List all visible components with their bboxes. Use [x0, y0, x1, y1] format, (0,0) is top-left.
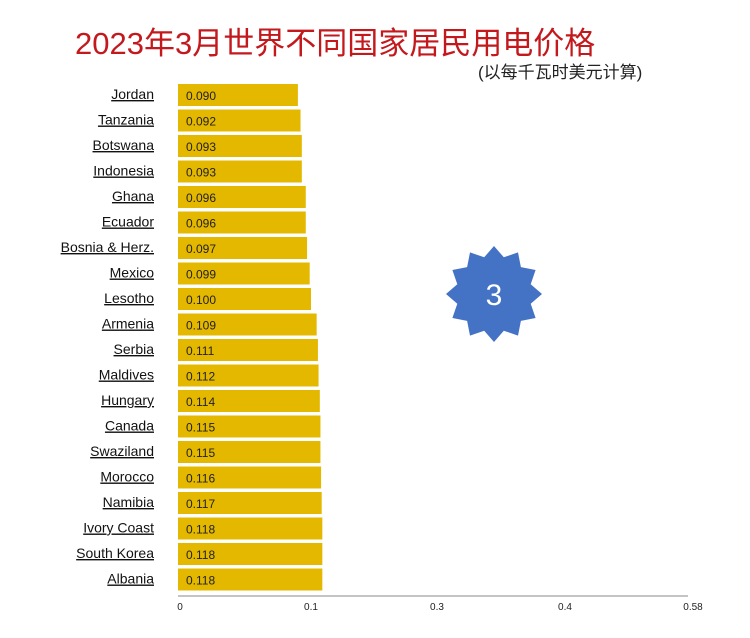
category-label: Ghana: [112, 188, 154, 204]
bar: [178, 211, 306, 234]
value-label: 0.096: [186, 191, 216, 205]
badge-number: 3: [486, 279, 503, 312]
bar: [178, 390, 320, 412]
value-label: 0.109: [186, 319, 216, 333]
category-label: Tanzania: [98, 112, 154, 128]
category-label: Morocco: [100, 469, 154, 485]
badge-star-shape: [446, 246, 542, 342]
category-label: Ecuador: [102, 214, 154, 230]
category-label: Maldives: [99, 367, 154, 383]
value-label: 0.097: [186, 242, 216, 256]
x-axis-ticks: 0 0.1 0.3 0.4 0.58: [177, 602, 703, 613]
value-label: 0.114: [186, 395, 215, 409]
value-label: 0.118: [186, 523, 215, 537]
bar: [178, 262, 310, 285]
value-label: 0.117: [186, 497, 215, 511]
value-label: 0.093: [186, 140, 216, 154]
value-label: 0.099: [186, 268, 216, 282]
bar: [178, 109, 301, 132]
bar: [178, 517, 323, 540]
bar: [178, 237, 308, 259]
bar: [178, 466, 322, 489]
bar: [178, 568, 323, 591]
bars-group: Jordan 0.090 Tanzania 0.092 Botswana 0.093 Ind…: [61, 84, 323, 591]
category-label: Bosnia & Herz.: [61, 239, 154, 255]
bar: [178, 543, 323, 565]
bar: [178, 441, 321, 463]
value-label: 0.112: [186, 370, 215, 384]
category-label: Albania: [107, 571, 154, 587]
value-label: 0.096: [186, 217, 216, 231]
value-label: 0.092: [186, 115, 216, 129]
category-label: Armenia: [102, 316, 154, 332]
category-label: Namibia: [103, 494, 155, 510]
category-label: Lesotho: [104, 290, 154, 306]
chart-title: 2023年3月世界不同国家居民用电价格: [75, 26, 596, 61]
value-label: 0.090: [186, 89, 216, 103]
category-label: Serbia: [114, 341, 155, 357]
bar: [178, 288, 311, 310]
category-label: Botswana: [93, 137, 155, 153]
bar: [178, 160, 302, 183]
value-label: 0.118: [186, 548, 215, 562]
value-label: 0.111: [186, 344, 215, 358]
category-label: Mexico: [110, 265, 155, 281]
value-label: 0.118: [186, 574, 215, 588]
x-tick-label: 0.4: [558, 602, 572, 613]
category-label: Jordan: [111, 86, 154, 102]
category-label: Ivory Coast: [83, 520, 154, 536]
chart-subtitle: (以每千瓦时美元计算): [478, 63, 643, 82]
x-tick-label: 0.1: [304, 602, 318, 613]
x-tick-label: 0.3: [430, 602, 444, 613]
bar: [178, 364, 319, 387]
value-label: 0.116: [186, 472, 215, 486]
category-label: South Korea: [76, 545, 154, 561]
category-label: Hungary: [101, 392, 154, 408]
x-tick-label: 0.58: [683, 602, 703, 613]
bar: [178, 313, 317, 336]
category-label: Indonesia: [93, 163, 154, 179]
bar: [178, 135, 302, 157]
value-label: 0.115: [186, 421, 215, 435]
bar: [178, 339, 318, 361]
value-label: 0.100: [186, 293, 216, 307]
value-label: 0.115: [186, 446, 215, 460]
badge-3: 3: [446, 246, 542, 342]
category-label: Canada: [105, 418, 154, 434]
bar: [178, 492, 322, 514]
category-label: Swaziland: [90, 443, 154, 459]
bar: [178, 415, 321, 438]
x-tick-label: 0: [177, 602, 183, 613]
value-label: 0.093: [186, 166, 216, 180]
bar: [178, 186, 306, 208]
bar: [178, 84, 298, 106]
